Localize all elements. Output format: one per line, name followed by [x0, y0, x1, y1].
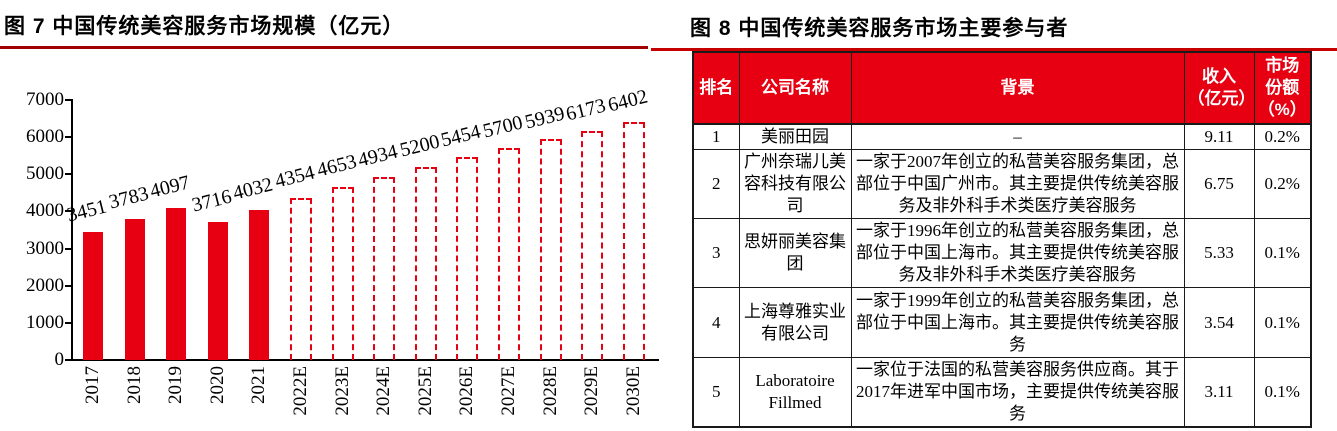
bar-value-label: 6402: [605, 85, 650, 117]
share-cell: 0.2%: [1253, 149, 1312, 219]
header-background: 背景: [850, 51, 1185, 125]
rank-cell: 5: [692, 357, 740, 428]
y-axis-tick: [65, 210, 72, 213]
bar: [207, 221, 228, 360]
x-tick-label: 2020: [206, 366, 228, 404]
x-tick-label: 2021: [248, 366, 270, 404]
background-cell: 一家于1996年创立的私营美容服务集团，总部位于中国上海市。其主要提供传统美容服…: [850, 218, 1185, 288]
figure8-title-underline: [651, 48, 1337, 51]
table-row: 3 思妍丽美容集团 一家于1996年创立的私营美容服务集团，总部位于中国上海市。…: [692, 218, 1312, 288]
rank-cell: 2: [692, 149, 740, 219]
rank-cell: 3: [692, 218, 740, 288]
x-tick-label: 2019: [165, 366, 187, 404]
x-tick-label: 2026E: [456, 366, 478, 416]
x-tick-label: 2028E: [539, 366, 561, 416]
x-tick-label: 2029E: [581, 366, 603, 416]
forecast-bar: [331, 187, 354, 360]
share-cell: 0.2%: [1253, 123, 1312, 150]
header-revenue: 收入（亿元）: [1183, 51, 1255, 125]
revenue-cell: 3.11: [1183, 357, 1255, 428]
y-axis-tick: [65, 247, 72, 250]
y-tick-label: 5000: [26, 163, 64, 185]
header-share: 市场份额（%）: [1253, 51, 1312, 125]
header-rank: 排名: [692, 51, 740, 125]
y-tick-label: 4000: [26, 200, 64, 222]
forecast-bar: [581, 130, 604, 360]
y-tick-label: 1000: [26, 311, 64, 333]
figure8-title: 图 8 中国传统美容服务市场主要参与者: [690, 17, 1069, 40]
y-tick-label: 2000: [26, 274, 64, 296]
x-tick-label: 2030E: [622, 366, 644, 416]
y-axis-line: [71, 99, 73, 361]
y-axis-tick: [65, 321, 72, 324]
forecast-bar: [290, 198, 312, 360]
bar: [83, 231, 103, 360]
table-header-row: 排名 公司名称 背景 收入（亿元） 市场份额（%）: [692, 51, 1312, 125]
y-tick-label: 0: [54, 349, 65, 370]
forecast-bar: [456, 157, 479, 360]
y-tick-label: 3000: [26, 237, 64, 259]
forecast-bar: [498, 148, 520, 360]
participants-table: 排名 公司名称 背景 收入（亿元） 市场份额（%） 1 美丽田园 – 9.11 …: [692, 51, 1312, 428]
x-tick-label: 2027E: [498, 366, 519, 416]
revenue-cell: 9.11: [1183, 123, 1255, 150]
forecast-bar: [539, 139, 562, 360]
revenue-cell: 5.33: [1183, 218, 1255, 288]
table-row: 2 广州奈瑞儿美容科技有限公司 一家于2007年创立的私营美容服务集团，总部位于…: [692, 149, 1312, 219]
company-cell: 广州奈瑞儿美容科技有限公司: [738, 149, 852, 219]
table-row: 1 美丽田园 – 9.11 0.2%: [692, 123, 1312, 150]
share-cell: 0.1%: [1253, 287, 1312, 358]
x-tick-label: 2023E: [331, 366, 353, 416]
x-tick-label: 2018: [123, 366, 145, 404]
revenue-cell: 6.75: [1183, 149, 1255, 219]
table-row: 5 Laboratoire Fillmed 一家位于法国的私营美容服务供应商。其…: [692, 357, 1312, 428]
y-tick-label: 7000: [26, 89, 64, 110]
share-cell: 0.1%: [1253, 357, 1312, 428]
forecast-bar: [373, 176, 396, 360]
company-cell: 美丽田园: [738, 123, 852, 150]
rank-cell: 1: [692, 123, 740, 150]
forecast-bar: [414, 166, 437, 360]
background-cell: 一家于2007年创立的私营美容服务集团，总部位于中国广州市。其主要提供传统美容服…: [850, 149, 1185, 219]
background-cell: 一家于1999年创立的私营美容服务集团，总部位于中国上海市。其主要提供传统美容服…: [850, 287, 1185, 358]
share-cell: 0.1%: [1253, 218, 1312, 288]
figure7-title: 图 7 中国传统美容服务市场规模（亿元）: [4, 15, 405, 38]
y-axis-tick: [65, 359, 72, 361]
x-axis-line: [71, 359, 659, 361]
figure7-title-underline: [0, 46, 648, 49]
background-cell: –: [850, 123, 1185, 150]
market-size-bar-chart: 0 1000 2000 3000 4000 5000 6000 7000 3451 2017 378…: [26, 85, 659, 416]
company-cell: 上海尊雅实业有限公司: [738, 287, 852, 358]
y-axis-tick: [65, 136, 72, 139]
y-axis-tick: [65, 173, 72, 176]
company-cell: Laboratoire Fillmed: [738, 357, 852, 428]
table-row: 4 上海尊雅实业有限公司 一家于1999年创立的私营美容服务集团，总部位于中国上…: [692, 287, 1312, 358]
bar: [166, 207, 187, 360]
y-axis-tick: [65, 284, 72, 287]
x-tick-label: 2024E: [373, 366, 395, 416]
y-tick-label: 6000: [26, 126, 64, 148]
header-company: 公司名称: [738, 51, 852, 125]
background-cell: 一家位于法国的私营美容服务供应商。其于2017年进军中国市场，主要提供传统美容服…: [850, 357, 1185, 428]
x-tick-label: 2022E: [290, 366, 311, 416]
x-tick-label: 2025E: [414, 366, 436, 416]
company-cell: 思妍丽美容集团: [738, 218, 852, 288]
x-tick-label: 2017: [82, 366, 103, 404]
bar: [249, 210, 270, 360]
y-axis-tick: [65, 99, 72, 101]
rank-cell: 4: [692, 287, 740, 358]
revenue-cell: 3.54: [1183, 287, 1255, 358]
forecast-bar: [622, 122, 645, 360]
bar: [124, 219, 145, 360]
